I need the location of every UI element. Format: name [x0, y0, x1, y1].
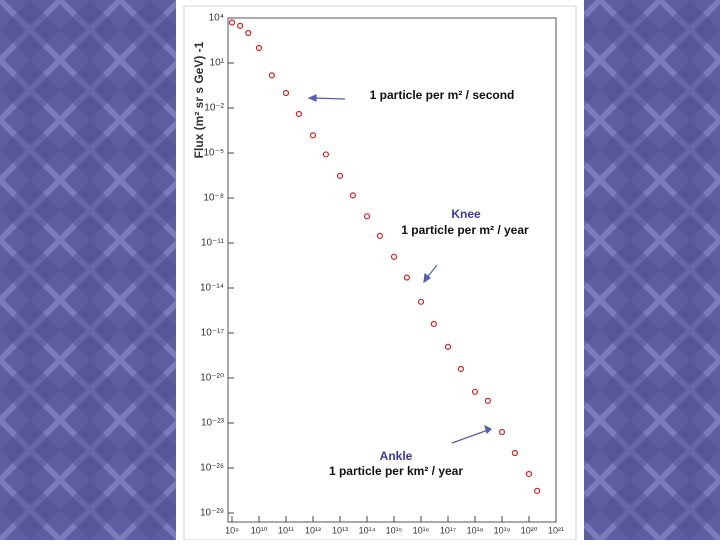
data-point: [245, 29, 252, 37]
y-tick-label: 10⁻²: [204, 103, 224, 114]
data-point: [376, 232, 383, 239]
data-point: [457, 365, 464, 373]
data-point: [471, 388, 479, 395]
y-tick-label: 10¹: [210, 58, 225, 69]
plot-frame: [227, 17, 557, 523]
data-point: [525, 470, 533, 478]
data-point: [534, 487, 541, 494]
data-point: [363, 213, 371, 220]
arrow-head: [307, 94, 317, 102]
x-tick-label: 10¹⁰: [251, 525, 268, 535]
data-point: [255, 44, 263, 52]
y-tick-label: 10⁻⁵: [203, 148, 224, 159]
data-point: [237, 22, 244, 29]
annotation: 1 particle per m² / second: [370, 88, 515, 102]
annotation: Ankle: [380, 449, 413, 463]
x-tick-label: 10²¹: [548, 525, 564, 535]
x-tick-label: 10¹⁸: [467, 525, 484, 535]
data-point: [322, 151, 329, 158]
x-tick-label: 10¹⁵: [386, 525, 403, 535]
data-point: [309, 132, 317, 139]
data-point: [228, 19, 236, 26]
arrow: [311, 97, 346, 100]
x-tick-label: 10¹⁹: [494, 525, 511, 535]
data-point: [336, 172, 344, 179]
arrow: [451, 429, 489, 444]
arrow-head: [484, 424, 493, 435]
data-point: [282, 89, 290, 97]
x-tick-label: 10¹¹: [278, 525, 294, 535]
annotation: 1 particle per m² / year: [401, 223, 529, 237]
data-point: [484, 397, 491, 404]
y-tick-label: 10⁻²⁹: [200, 508, 224, 519]
data-point: [268, 72, 275, 79]
x-tick-label: 10²⁰: [521, 525, 538, 535]
data-point: [403, 274, 410, 281]
data-point: [417, 298, 425, 305]
y-axis-label: Flux (m² sr s GeV) -1: [192, 41, 206, 158]
y-tick-label: 10⁻⁸: [203, 193, 224, 204]
y-tick-label: 10⁴: [209, 13, 224, 24]
y-tick-label: 10⁻¹¹: [201, 238, 225, 249]
annotation: 1 particle per km² / year: [329, 464, 463, 478]
x-tick-label: 10¹⁴: [359, 525, 376, 535]
y-tick-label: 10⁻²³: [201, 418, 225, 429]
x-tick-label: 10¹⁶: [413, 525, 430, 535]
y-tick-label: 10⁻¹⁴: [200, 283, 224, 294]
y-tick-label: 10⁻¹⁷: [201, 328, 225, 339]
x-tick-label: 10⁹: [225, 525, 239, 535]
y-tick-label: 10⁻²⁶: [200, 463, 224, 474]
data-point: [349, 192, 356, 199]
data-point: [430, 320, 437, 328]
data-point: [498, 428, 506, 436]
x-tick-label: 10¹⁷: [440, 525, 456, 535]
data-point: [444, 343, 452, 350]
annotation: Knee: [451, 207, 481, 221]
x-tick-label: 10¹²: [305, 525, 321, 535]
x-tick-label: 10¹³: [332, 525, 348, 535]
y-tick-label: 10⁻²⁰: [200, 373, 224, 384]
data-point: [295, 110, 302, 118]
data-point: [390, 253, 398, 260]
arrow-head: [423, 272, 432, 284]
panel: [176, 0, 584, 540]
data-point: [511, 449, 518, 457]
